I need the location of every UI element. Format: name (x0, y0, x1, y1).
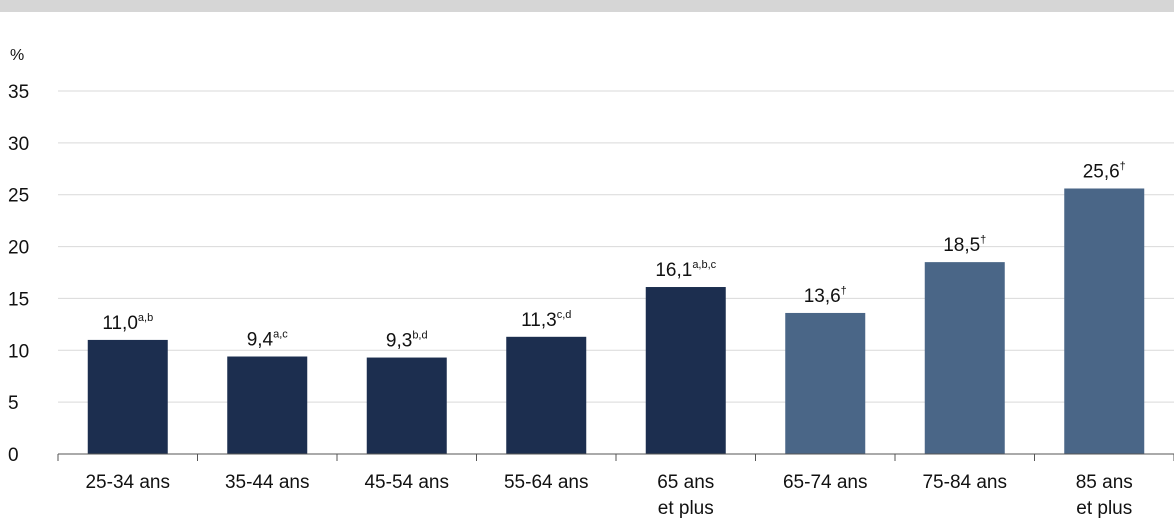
y-tick-label: 30 (8, 134, 29, 155)
data-labels: 11,0a,b 9,4a,c 9,3b,d 11,3c,d 16,1a,b,c 13,6†… (102, 160, 1125, 351)
data-label: 11,0a,b (102, 312, 153, 334)
data-label: 16,1a,b,c (655, 259, 716, 281)
bar (924, 262, 1005, 454)
data-label: 13,6† (804, 285, 847, 307)
bars (87, 188, 1145, 454)
bar (785, 312, 866, 454)
top-divider-bar (0, 0, 1174, 12)
x-axis: 25-34 ans 35-44 ans 45-54 ans 55-64 ans 65 a… (57, 453, 1174, 519)
data-label: 25,6† (1083, 160, 1126, 182)
x-tick-label: 55-64 ans (504, 472, 589, 493)
x-tick-label: 65-74 ans (783, 472, 868, 493)
x-tick-label: 35-44 ans (225, 472, 310, 493)
y-tick-label: 20 (8, 238, 29, 259)
data-label: 11,3c,d (521, 309, 571, 331)
x-tick-label: 75-84 ans (922, 472, 1007, 493)
bar (227, 356, 308, 454)
data-label: 9,4a,c (247, 329, 289, 351)
x-tick-label: 25-34 ans (85, 472, 170, 493)
x-tick-label: et plus (658, 498, 714, 519)
y-tick-label: 10 (8, 341, 29, 362)
x-tick-label: et plus (1076, 498, 1132, 519)
x-tick-label: 65 ans (657, 472, 714, 493)
gridlines (58, 90, 1174, 403)
data-label: 9,3b,d (386, 330, 428, 352)
x-tick-label: 85 ans (1076, 472, 1133, 493)
bar (366, 357, 447, 454)
y-axis: 0 5 10 15 20 25 30 35 (8, 82, 29, 466)
bar (506, 336, 587, 454)
y-tick-label: 5 (8, 393, 19, 414)
y-tick-label: 0 (8, 445, 19, 466)
data-label: 18,5† (943, 234, 986, 256)
bar (87, 339, 168, 454)
bar (645, 287, 726, 454)
bar (1064, 188, 1145, 454)
x-tick-label: 45-54 ans (364, 472, 449, 493)
y-tick-label: 15 (8, 289, 29, 310)
y-axis-unit-label: % (10, 47, 24, 64)
y-tick-label: 25 (8, 186, 29, 207)
y-tick-label: 35 (8, 82, 29, 103)
